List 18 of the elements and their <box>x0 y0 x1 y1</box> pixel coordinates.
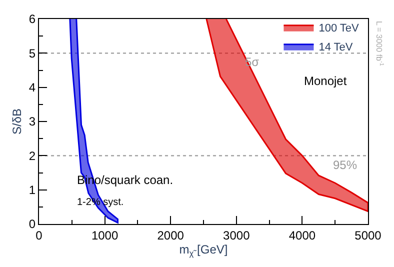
x-axis-title: m$_{χ̃}$ [GeV] <box>179 242 228 258</box>
y-tick-label: 6 <box>28 12 36 26</box>
y-tick-label: 2 <box>28 148 36 163</box>
x-tick-label: 4000 <box>288 228 316 242</box>
x-tick-label: 2000 <box>157 228 184 242</box>
legend-label: 14 TeV <box>318 42 354 54</box>
x-tick-label: 3000 <box>223 228 250 242</box>
x-tick-label: 1000 <box>91 228 118 242</box>
y-tick-label: 4 <box>28 80 36 95</box>
x-tick-label: 5000 <box>354 228 382 242</box>
y-tick-label: 3 <box>28 114 36 129</box>
y-tick-label: 0 <box>28 217 36 232</box>
y-axis-title: S/δB <box>10 108 24 135</box>
annotation: Monojet <box>304 74 348 88</box>
annotation: 95% <box>333 158 358 172</box>
y-tick-label: 1 <box>28 183 36 198</box>
legend-label: 100 TeV <box>318 22 360 35</box>
y-tick-label: 5 <box>28 46 36 60</box>
